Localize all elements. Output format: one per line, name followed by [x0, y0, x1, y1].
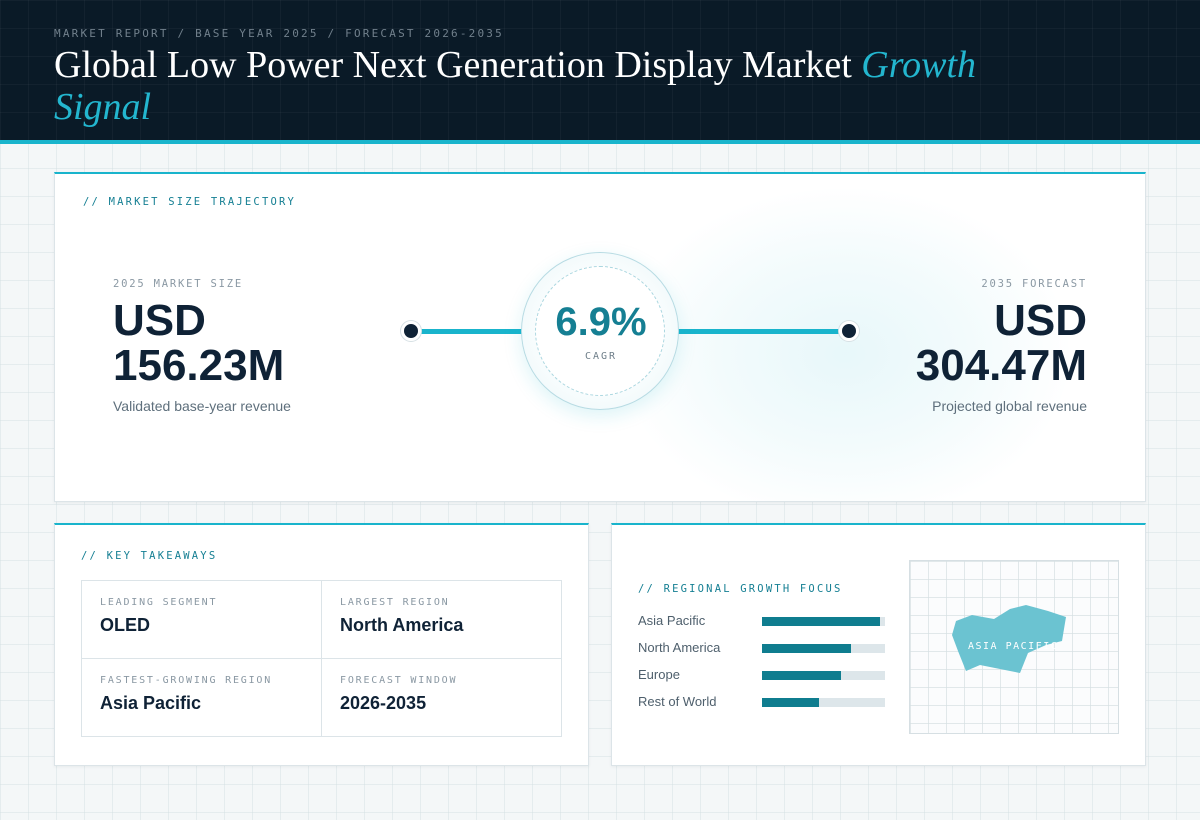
takeaways-label: // KEY TAKEAWAYS: [81, 550, 218, 562]
header-accent-bar: [0, 140, 1200, 144]
region-bar-track: [762, 671, 885, 680]
start-sub: Validated base-year revenue: [113, 398, 291, 414]
key-takeaways-card: // KEY TAKEAWAYS LEADING SEGMENT OLED LA…: [54, 523, 589, 766]
regional-growth-card: // REGIONAL GROWTH FOCUS Asia Pacific No…: [611, 523, 1146, 766]
region-bar-label: North America: [638, 640, 721, 655]
cagr-inner-ring: 6.9% CAGR: [535, 266, 665, 396]
end-label: 2035 FORECAST: [981, 278, 1087, 290]
takeaway-cell: FORECAST WINDOW 2026-2035: [321, 658, 561, 736]
region-bar-row: Europe: [638, 667, 888, 683]
region-bar-track: [762, 644, 885, 653]
takeaway-label: LEADING SEGMENT: [100, 597, 218, 608]
trajectory-line-right: [673, 329, 843, 334]
cagr-label: CAGR: [584, 351, 618, 362]
title-accent: Growth Signal: [54, 44, 977, 128]
asia-pacific-map-shape: [952, 605, 1066, 673]
start-currency: USD: [113, 296, 206, 345]
report-eyebrow: MARKET REPORT / BASE YEAR 2025 / FORECAS…: [54, 27, 504, 40]
region-bar-fill: [762, 671, 841, 680]
end-amount: 304.47M: [915, 341, 1087, 390]
region-bar-label: Rest of World: [638, 694, 717, 709]
region-bar-label: Asia Pacific: [638, 613, 706, 628]
trajectory-glow: [615, 184, 1075, 501]
cagr-value: 6.9%: [555, 300, 647, 344]
takeaway-value: 2026-2035: [340, 693, 427, 713]
region-bar-track: [762, 617, 885, 626]
region-bar-row: Rest of World: [638, 694, 888, 710]
takeaway-value: North America: [340, 615, 464, 635]
takeaway-cell: LARGEST REGION North America: [321, 581, 561, 659]
trajectory-line-left: [419, 329, 527, 334]
takeaway-label: FORECAST WINDOW: [340, 675, 458, 686]
takeaway-value: Asia Pacific: [100, 693, 202, 713]
end-value: USD 304.47M: [827, 298, 1087, 388]
cagr-badge: 6.9% CAGR: [521, 252, 679, 410]
takeaway-cell: LEADING SEGMENT OLED: [82, 581, 322, 659]
region-map: ASIA PACIFIC: [909, 560, 1119, 734]
trajectory-start-dot: [401, 321, 421, 341]
start-value: USD 156.23M: [113, 298, 373, 388]
region-bar-fill: [762, 698, 819, 707]
takeaway-cell: FASTEST-GROWING REGION Asia Pacific: [82, 658, 322, 736]
start-amount: 156.23M: [113, 341, 285, 390]
region-bar-fill: [762, 617, 881, 626]
region-bar-track: [762, 698, 885, 707]
start-label: 2025 MARKET SIZE: [113, 278, 243, 290]
page-title: Global Low Power Next Generation Display…: [54, 44, 1054, 128]
regional-label: // REGIONAL GROWTH FOCUS: [638, 583, 843, 595]
region-bar-label: Europe: [638, 667, 680, 682]
region-bar-row: North America: [638, 640, 888, 656]
report-header: MARKET REPORT / BASE YEAR 2025 / FORECAS…: [0, 0, 1200, 140]
end-currency: USD: [994, 296, 1087, 345]
map-region-label: ASIA PACIFIC: [968, 641, 1059, 652]
market-size-trajectory-card: // MARKET SIZE TRAJECTORY 2025 MARKET SI…: [54, 172, 1146, 502]
trajectory-end-dot: [839, 321, 859, 341]
takeaways-grid: LEADING SEGMENT OLED LARGEST REGION Nort…: [81, 580, 562, 737]
takeaway-label: LARGEST REGION: [340, 597, 450, 608]
takeaway-value: OLED: [100, 615, 151, 635]
trajectory-label: // MARKET SIZE TRAJECTORY: [83, 196, 297, 208]
end-sub: Projected global revenue: [932, 398, 1087, 414]
title-main: Global Low Power Next Generation Display…: [54, 44, 862, 86]
region-bar-fill: [762, 644, 851, 653]
takeaway-label: FASTEST-GROWING REGION: [100, 675, 273, 686]
region-bar-row: Asia Pacific: [638, 613, 888, 629]
